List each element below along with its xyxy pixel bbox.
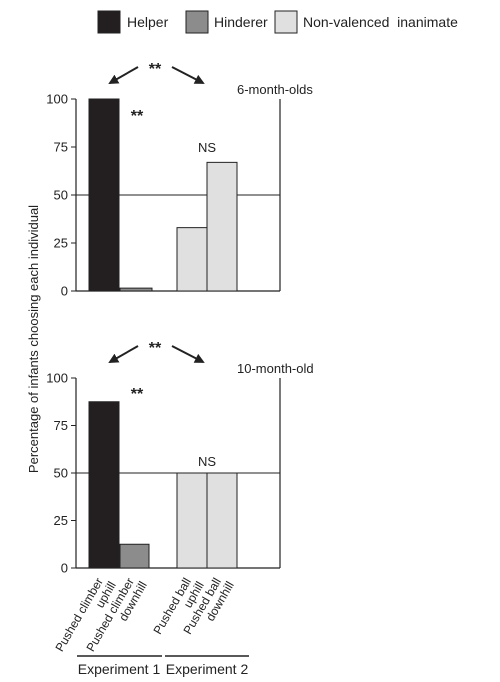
x-tick-labels: Pushed climber uphill Pushed climber dow… (52, 575, 236, 654)
bar-ball-uphill (176, 472, 208, 569)
sig-experiment-2: NS (198, 140, 216, 155)
y-tick-label: 25 (54, 513, 68, 528)
bar-hinderer (119, 543, 150, 569)
sig-arrow-left (108, 345, 139, 363)
legend-label-hinderer: Hinderer (214, 14, 268, 30)
bar-ball-uphill (176, 227, 208, 292)
y-tick-label: 50 (54, 188, 68, 203)
y-axis-title: Percentage of infants choosing each indi… (26, 205, 41, 473)
y-tick-label: 100 (46, 371, 68, 386)
y-tick-label: 0 (61, 561, 68, 576)
y-tick-label: 25 (54, 236, 68, 251)
y-tick-label: 50 (54, 466, 68, 481)
experiment-1-label: Experiment 1 (78, 661, 161, 677)
y-tick-label: 75 (54, 140, 68, 155)
legend-label-helper: Helper (127, 14, 169, 30)
y-tick-label: 100 (46, 92, 68, 107)
sig-helper-vs-hinderer: ** (131, 108, 144, 125)
legend: Helper Hinderer Non-valenced inanimate (97, 10, 458, 34)
sig-arrow-right (171, 345, 205, 363)
legend-swatch-hinderer (185, 10, 209, 34)
panel-title-6-month-olds: 6-month-olds (237, 82, 313, 97)
sig-between-experiments: ** (149, 340, 162, 357)
legend-swatch-helper (97, 10, 121, 34)
sig-experiment-2: NS (198, 454, 216, 469)
legend-swatch-inanimate (274, 10, 298, 34)
sig-arrow-left (108, 66, 139, 84)
bar-helper (88, 98, 120, 292)
experiment-groups: Experiment 1 Experiment 2 (77, 655, 249, 677)
bar-hinderer (119, 287, 153, 292)
sig-between-experiments: ** (149, 61, 162, 78)
panel-title-10-month-old: 10-month-old (237, 361, 314, 376)
bar-helper (88, 401, 120, 569)
experiment-2-label: Experiment 2 (166, 661, 249, 677)
panel-6-month-olds: 6-month-olds ** 0 25 50 75 100 ** NS (46, 61, 313, 299)
y-ticks: 0 25 50 75 100 (46, 371, 76, 576)
sig-arrow-right (171, 66, 205, 84)
bar-ball-downhill (206, 472, 238, 569)
bar-ball-downhill (206, 161, 238, 292)
y-tick-label: 0 (61, 284, 68, 299)
y-tick-label: 75 (54, 418, 68, 433)
y-ticks: 0 25 50 75 100 (46, 92, 76, 299)
panel-10-month-old: 10-month-old ** 0 25 50 75 100 ** NS (46, 340, 313, 576)
sig-helper-vs-hinderer: ** (131, 386, 144, 403)
legend-label-inanimate: Non-valenced inanimate (303, 14, 458, 30)
